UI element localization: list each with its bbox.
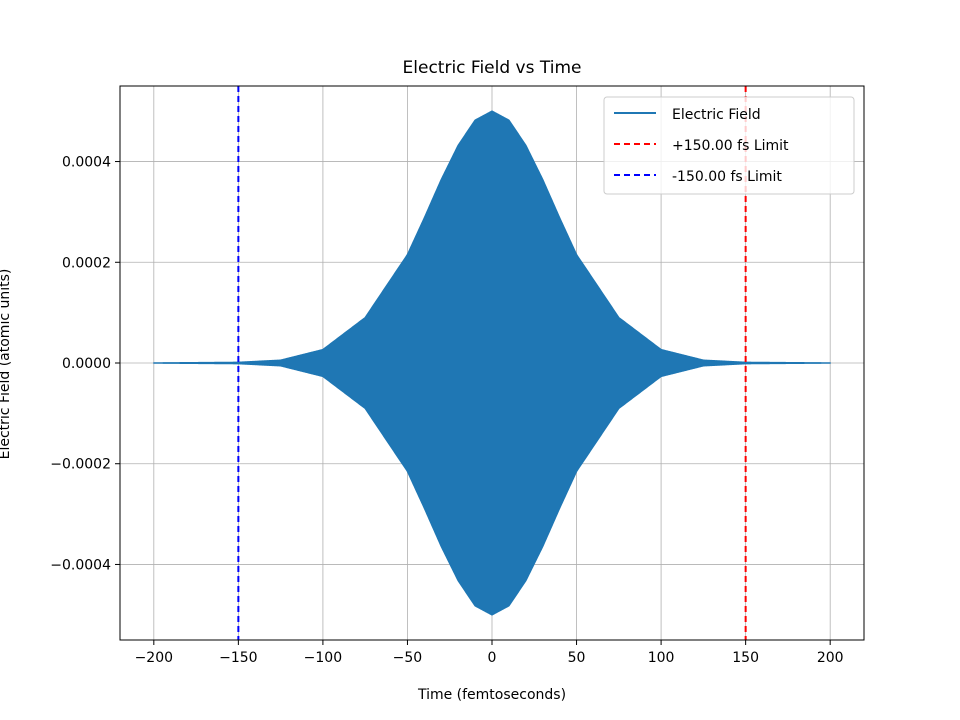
y-tick-label: 0.0004 — [62, 155, 111, 171]
x-tick-label: −100 — [304, 650, 342, 666]
x-tick-label: −200 — [135, 650, 173, 666]
legend-label-minus-limit: -150.00 fs Limit — [672, 169, 782, 185]
x-tick-label: −50 — [393, 650, 423, 666]
electric-field-series — [153, 110, 831, 616]
y-tick-label: −0.0002 — [50, 457, 111, 473]
legend-label-plus-limit: +150.00 fs Limit — [672, 138, 789, 154]
plot-series — [153, 110, 831, 616]
chart-title: Electric Field vs Time — [403, 58, 582, 78]
legend: Electric Field +150.00 fs Limit -150.00 … — [603, 96, 855, 195]
x-tick-label: 0 — [488, 650, 497, 666]
x-tick-label: 150 — [732, 650, 759, 666]
x-axis-ticks: −200 −150 −100 −50 0 50 100 150 200 — [135, 640, 844, 666]
x-tick-label: −150 — [219, 650, 257, 666]
x-tick-label: 100 — [648, 650, 675, 666]
x-tick-label: 200 — [817, 650, 844, 666]
legend-box — [603, 96, 855, 195]
legend-label-electric-field: Electric Field — [672, 107, 761, 123]
y-tick-label: −0.0004 — [50, 557, 111, 573]
y-tick-label: 0.0000 — [62, 356, 111, 372]
y-axis-label: Electric Field (atomic units) — [0, 269, 13, 460]
y-axis-ticks: −0.0004 −0.0002 0.0000 0.0002 0.0004 — [50, 155, 120, 573]
x-axis-label: Time (femtoseconds) — [417, 687, 566, 703]
x-tick-label: 50 — [568, 650, 586, 666]
y-tick-label: 0.0002 — [62, 255, 111, 271]
